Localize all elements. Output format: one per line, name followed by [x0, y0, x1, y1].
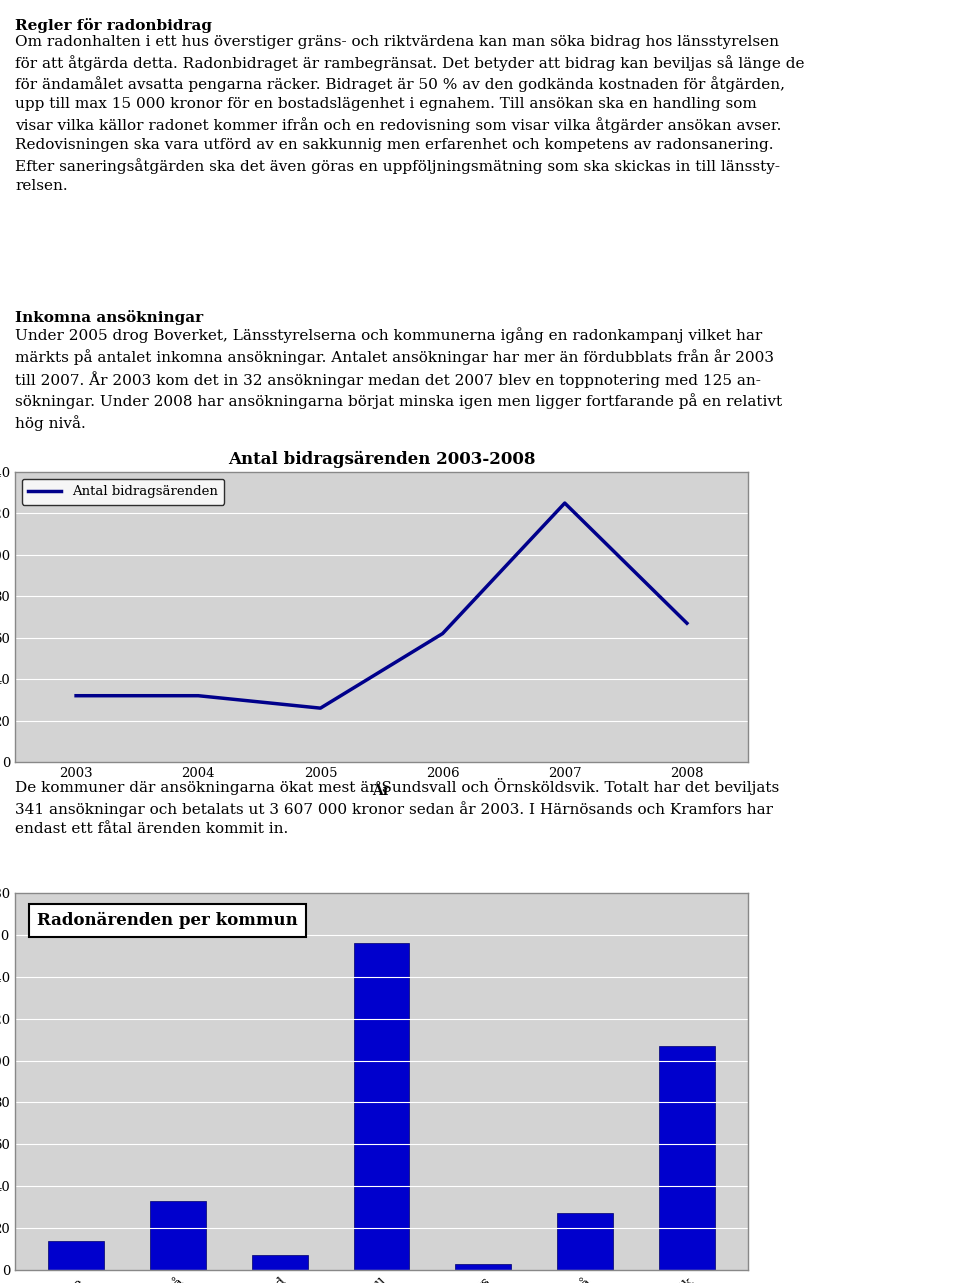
Text: De kommuner där ansökningarna ökat mest är Sundsvall och Örnsköldsvik. Totalt ha: De kommuner där ansökningarna ökat mest … [15, 777, 780, 835]
Text: Under 2005 drog Boverket, Länsstyrelserna och kommunerna igång en radonkampanj v: Under 2005 drog Boverket, Länsstyrelsern… [15, 327, 782, 431]
Bar [353, 943, 410, 1270]
Bar [150, 1201, 205, 1270]
Bar [252, 1255, 308, 1270]
Text: Om radonhalten i ett hus överstiger gräns- och riktvärdena kan man söka bidrag h: Om radonhalten i ett hus överstiger grän… [15, 35, 804, 192]
Bar [659, 1046, 715, 1270]
Bar [557, 1214, 613, 1270]
Text: Radonärenden per kommun: Radonärenden per kommun [37, 912, 298, 929]
X-axis label: År: År [372, 784, 391, 798]
Legend: Antal bidragsärenden: Antal bidragsärenden [21, 479, 225, 504]
Text: Inkomna ansökningar: Inkomna ansökningar [15, 310, 204, 325]
Bar [48, 1241, 104, 1270]
Text: Regler för radonbidrag: Regler för radonbidrag [15, 18, 212, 33]
Bar [455, 1264, 512, 1270]
Title: Antal bidragsärenden 2003-2008: Antal bidragsärenden 2003-2008 [228, 450, 536, 468]
